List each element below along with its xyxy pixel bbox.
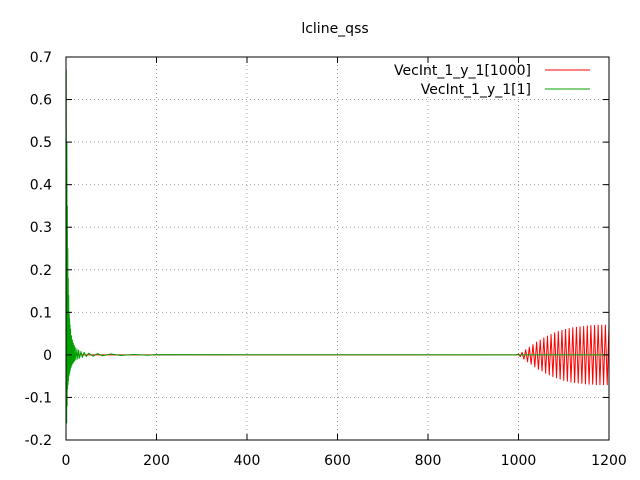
- y-tick-label: 0.7: [30, 50, 52, 66]
- x-tick-label: 400: [234, 453, 261, 469]
- y-tick-label: 0.5: [30, 135, 52, 151]
- grid-layer: [66, 57, 609, 440]
- series-line-2: [65, 69, 610, 424]
- x-tick-label: 200: [143, 453, 170, 469]
- series-layer: [65, 69, 610, 424]
- legend-label: VecInt_1_y_1[1]: [421, 82, 531, 98]
- series-line-1: [66, 324, 610, 386]
- y-tick-label: 0: [43, 348, 52, 364]
- y-tick-label: 0.6: [30, 93, 52, 109]
- y-tick-label: -0.1: [25, 390, 52, 406]
- legend-label: VecInt_1_y_1[1000]: [394, 63, 531, 79]
- y-tick-label: 0.1: [30, 305, 52, 321]
- y-tick-label: -0.2: [25, 433, 52, 449]
- y-tick-label: 0.3: [30, 220, 52, 236]
- chart-title: lcline_qss: [301, 21, 368, 37]
- x-axis: 0 200 400 600 800 1000 1200: [62, 57, 627, 469]
- plot-border: [65, 56, 610, 441]
- x-tick-label: 800: [415, 453, 442, 469]
- y-tick-label: 0.4: [30, 178, 52, 194]
- legend: VecInt_1_y_1[1000] VecInt_1_y_1[1]: [394, 63, 590, 98]
- x-tick-label: 1000: [501, 453, 537, 469]
- plot-frame: [65, 56, 610, 441]
- y-tick-label: 0.2: [30, 263, 52, 279]
- x-tick-label: 600: [324, 453, 351, 469]
- y-axis: -0.2 -0.1 0 0.1 0.2 0.3 0.4 0.5 0.6 0.7: [25, 50, 609, 449]
- x-tick-label: 1200: [591, 453, 627, 469]
- x-tick-label: 0: [62, 453, 71, 469]
